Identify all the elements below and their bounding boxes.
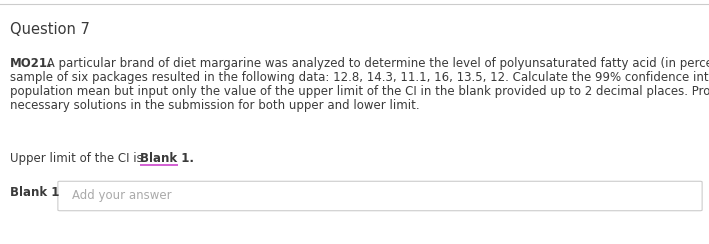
Text: Blank 1: Blank 1 — [10, 185, 60, 199]
FancyBboxPatch shape — [58, 181, 702, 211]
Text: Blank 1.: Blank 1. — [140, 152, 194, 165]
Text: Question 7: Question 7 — [10, 22, 90, 37]
Text: Add your answer: Add your answer — [72, 190, 172, 203]
Text: A particular brand of diet margarine was analyzed to determine the level of poly: A particular brand of diet margarine was… — [43, 57, 709, 70]
Text: necessary solutions in the submission for both upper and lower limit.: necessary solutions in the submission fo… — [10, 99, 420, 112]
Text: Upper limit of the CI is: Upper limit of the CI is — [10, 152, 147, 165]
Text: MO21.: MO21. — [10, 57, 52, 70]
Text: population mean but input only the value of the upper limit of the CI in the bla: population mean but input only the value… — [10, 85, 709, 98]
Text: sample of six packages resulted in the following data: 12.8, 14.3, 11.1, 16, 13.: sample of six packages resulted in the f… — [10, 71, 709, 84]
